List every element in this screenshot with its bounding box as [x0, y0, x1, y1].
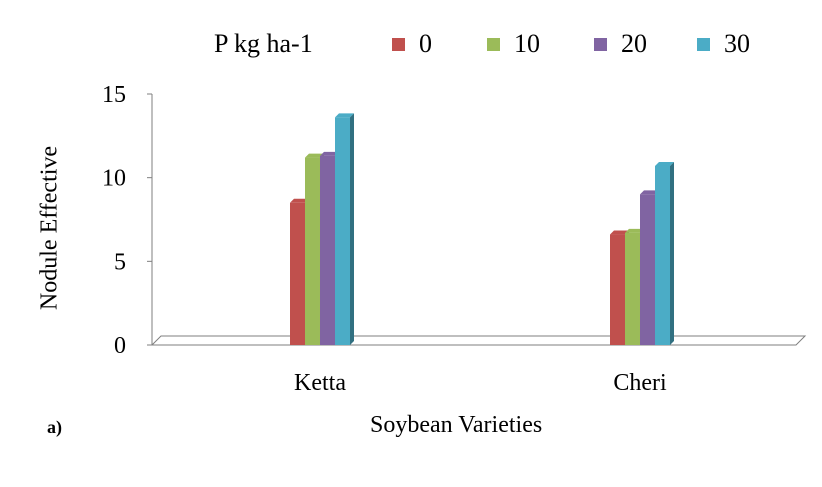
x-tick-label: Ketta [294, 370, 346, 396]
x-axis-label: Soybean Varieties [370, 412, 543, 438]
bar-front [640, 194, 655, 345]
legend-title: P kg ha-1 [214, 29, 313, 58]
bar-front [320, 155, 335, 345]
bar-top [640, 190, 659, 195]
legend-swatch [392, 37, 405, 51]
bar-front [610, 234, 625, 345]
legend-swatch [697, 37, 710, 51]
chart-axes [147, 93, 807, 346]
chart-floor [150, 335, 807, 346]
bar-top [305, 153, 324, 158]
legend-swatch [594, 37, 607, 51]
legend-label: 30 [724, 29, 750, 58]
bar-top [290, 198, 309, 203]
bar-front [625, 232, 640, 345]
y-tick-label: 5 [114, 249, 126, 275]
legend-item: 30 [697, 29, 750, 59]
bar-front [655, 165, 670, 345]
bar-front [335, 117, 350, 345]
bar-ketta-p30 [335, 113, 354, 345]
bar-top [625, 228, 644, 233]
bar-side [350, 113, 354, 345]
y-tick-label: 0 [114, 333, 126, 359]
bar-front [305, 157, 320, 345]
legend-item: 20 [594, 29, 647, 59]
bar-top [335, 113, 354, 118]
y-axis-label: Nodule Effective [36, 145, 63, 311]
chart-tick-labels: 0 5 10 15 Ketta Cheri [102, 82, 667, 396]
chart-bars [290, 113, 674, 345]
x-tick-label: Cheri [613, 370, 667, 396]
bar-cheri-p30 [655, 161, 674, 345]
legend-label: 0 [419, 29, 432, 58]
legend-swatch [487, 37, 500, 51]
panel-label: a) [47, 417, 62, 437]
bar-top [655, 161, 674, 166]
bar-front [290, 202, 305, 345]
y-tick-label: 15 [102, 82, 126, 108]
legend-item: 10 [487, 29, 540, 59]
bar-side [670, 161, 674, 345]
legend-label: 10 [514, 29, 540, 58]
bar-top [610, 230, 629, 235]
bar-top [320, 151, 339, 156]
legend-label: 20 [621, 29, 647, 58]
y-tick-label: 10 [102, 166, 126, 192]
legend-item: 0 [392, 29, 432, 59]
